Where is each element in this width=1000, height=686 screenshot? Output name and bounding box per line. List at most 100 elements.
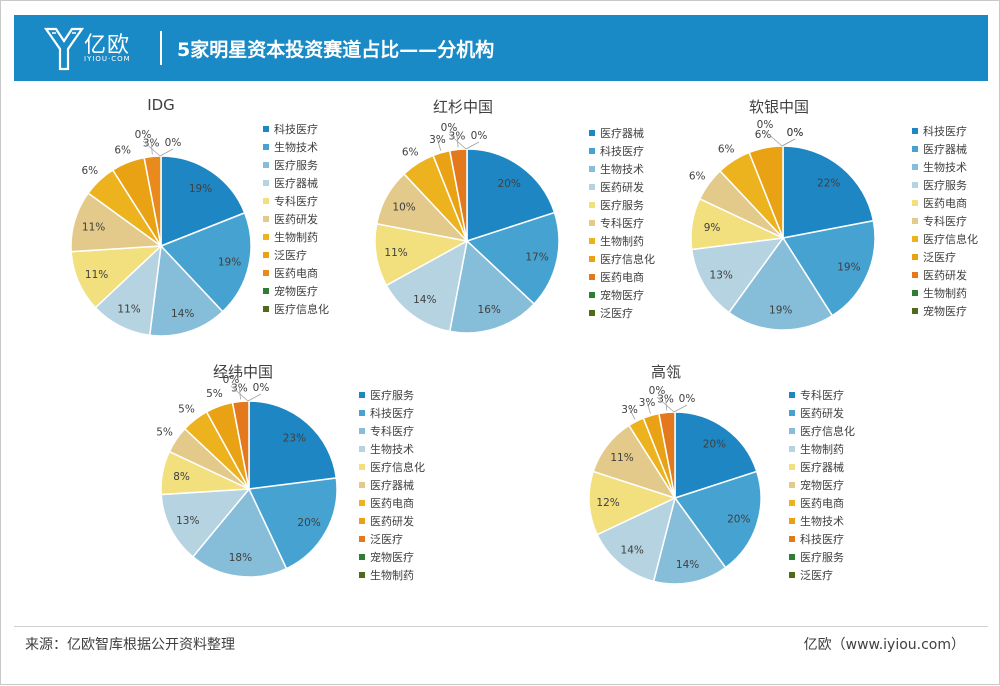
pie-slice-3-2 (191, 487, 288, 578)
legend-label: 宠物医疗 (600, 289, 644, 302)
pie-label-2-10: 0% (787, 127, 804, 139)
legend-label: 医药电商 (600, 271, 644, 284)
pie-label-2-1: 19% (837, 262, 860, 274)
legend-swatch (359, 392, 365, 398)
legend-item: 医疗信息化 (589, 251, 655, 269)
pie-leader-4-10 (673, 404, 688, 413)
legend-label: 宠物医疗 (274, 285, 318, 298)
header-divider (160, 31, 162, 65)
pie-leader-3-9 (230, 385, 249, 402)
pie-slice-0-1 (159, 211, 252, 313)
pie-label-4-1: 20% (727, 514, 750, 526)
pie-label-0-7: 6% (114, 144, 131, 156)
iyiou-logo-icon (43, 27, 85, 71)
legend-swatch (589, 274, 595, 280)
legend-item: 生物技术 (263, 139, 329, 157)
legend-swatch (589, 148, 595, 154)
pie-label-3-6: 5% (178, 403, 195, 415)
pie-leader-4-8 (665, 398, 668, 411)
legend-item: 科技医疗 (359, 405, 425, 423)
legend-item: 医药电商 (359, 495, 425, 513)
legend-label: 专科医疗 (800, 389, 844, 402)
legend-item: 泛医疗 (359, 531, 425, 549)
legend-swatch (359, 572, 365, 578)
legend-label: 医药电商 (274, 267, 318, 280)
pie-label-4-2: 14% (676, 559, 699, 571)
legend-label: 医药研发 (923, 269, 967, 282)
legend-label: 生物制药 (600, 235, 644, 248)
pie-label-1-5: 10% (392, 201, 415, 213)
legend-swatch (359, 554, 365, 560)
legend-item: 专科医疗 (789, 387, 855, 405)
legend-label: 医疗器械 (370, 479, 414, 492)
pie-label-0-2: 14% (171, 308, 194, 320)
pie-label-1-10: 0% (471, 130, 488, 142)
legend-item: 医疗服务 (263, 157, 329, 175)
legend-swatch (263, 144, 269, 150)
legend-item: 医疗服务 (589, 197, 655, 215)
legend-swatch (912, 290, 918, 296)
pie-label-3-2: 18% (229, 552, 252, 564)
legend-item: 专科医疗 (912, 213, 978, 231)
legend-swatch (589, 166, 595, 172)
pie-label-4-3: 14% (621, 545, 644, 557)
pie-label-4-7: 3% (639, 397, 656, 409)
legend-label: 科技医疗 (274, 123, 318, 136)
legend-label: 科技医疗 (923, 125, 967, 138)
pie-label-2-2: 19% (769, 305, 792, 317)
pie-slice-1-0 (466, 148, 556, 243)
legend-label: 医疗服务 (923, 179, 967, 192)
legend-swatch (589, 292, 595, 298)
pie-label-1-8: 3% (449, 131, 466, 143)
legend-label: 科技医疗 (370, 407, 414, 420)
legend-label: 医药电商 (923, 197, 967, 210)
legend-swatch (263, 270, 269, 276)
pie-label-1-2: 16% (478, 304, 501, 316)
pie-slice-2-7 (748, 145, 784, 239)
legend-item: 医药研发 (789, 405, 855, 423)
legend-label: 生物技术 (274, 141, 318, 154)
legend-item: 科技医疗 (263, 121, 329, 139)
pie-slice-3-1 (247, 477, 338, 570)
legend-item: 泛医疗 (589, 305, 655, 323)
legend-swatch (912, 146, 918, 152)
legend-swatch (789, 500, 795, 506)
legend-swatch (263, 288, 269, 294)
pie-label-4-5: 11% (610, 452, 633, 464)
legend-swatch (789, 446, 795, 452)
legend-swatch (263, 126, 269, 132)
legend-item: 生物制药 (263, 229, 329, 247)
pie-label-1-9: 0% (441, 122, 458, 134)
pie-label-4-10: 0% (679, 393, 696, 405)
legend-label: 泛医疗 (274, 249, 307, 262)
legend-label: 医疗信息化 (274, 303, 329, 316)
source-note: 来源：亿欧智库根据公开资料整理 (25, 637, 235, 653)
pie-slice-2-3 (690, 237, 785, 314)
pie-leader-1-10 (465, 141, 480, 150)
pie-label-4-6: 3% (621, 404, 638, 416)
legend-item: 医疗信息化 (912, 231, 978, 249)
legend-matrix: 医疗服务 科技医疗 专科医疗 生物技术 医疗信息化 医疗器械 医药电商 医药研发 泛医疗 宠物医疗… (359, 387, 425, 585)
pie-label-0-5: 11% (82, 221, 105, 233)
legend-item: 医药研发 (263, 211, 329, 229)
legend-label: 生物技术 (923, 161, 967, 174)
legend-label: 医疗器械 (923, 143, 967, 156)
legend-label: 医疗服务 (274, 159, 318, 172)
legend-swatch (912, 182, 918, 188)
legend-swatch (789, 392, 795, 398)
legend-label: 医药电商 (800, 497, 844, 510)
legend-swatch (789, 536, 795, 542)
legend-label: 科技医疗 (600, 145, 644, 158)
legend-item: 宠物医疗 (789, 477, 855, 495)
legend-swatch (789, 482, 795, 488)
legend-item: 科技医疗 (912, 123, 978, 141)
pie-slice-2-1 (781, 219, 876, 317)
pie-label-2-8: 0% (757, 119, 774, 131)
pie-slice-4-4 (588, 470, 678, 536)
legend-item: 医药电商 (263, 265, 329, 283)
legend-item: 生物技术 (359, 441, 425, 459)
pie-leader-4-9 (656, 396, 675, 413)
pie-label-2-6: 6% (718, 144, 735, 156)
